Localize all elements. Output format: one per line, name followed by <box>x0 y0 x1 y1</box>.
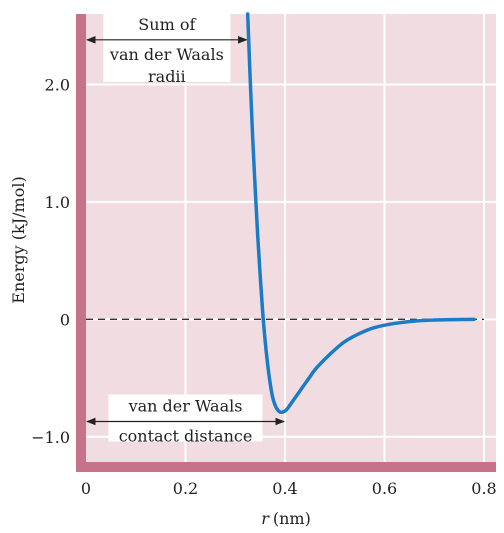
y-axis-band <box>76 14 86 472</box>
x-tick-label-3: 0.6 <box>372 479 397 498</box>
energy-curve-0 <box>245 12 476 415</box>
x-axis-label: r (nm) <box>261 509 311 528</box>
x-tick-label-2: 0.4 <box>272 479 297 498</box>
y-tick-label-1: 1.0 <box>45 193 70 212</box>
tick-labels: 0 0.2 0.4 0.6 0.8 2.0 1.0 0 −1.0 <box>31 75 497 498</box>
y-tick-label-0: 2.0 <box>45 75 70 94</box>
x-tick-label-1: 0.2 <box>173 479 198 498</box>
contact-distance-annotation: van der Waals contact distance <box>86 394 285 446</box>
sum-of-radii-label-line-2: radii <box>148 67 186 86</box>
series-group <box>245 12 476 415</box>
contact-distance-label-line-0: van der Waals <box>128 397 243 416</box>
y-tick-label-2: 0 <box>60 310 70 329</box>
y-axis-label: Energy (kJ/mol) <box>9 176 28 303</box>
sum-of-radii-label-box <box>103 12 231 82</box>
x-tick-label-4: 0.8 <box>471 479 496 498</box>
sum-of-radii-label-line-1: van der Waals <box>109 45 224 64</box>
x-axis-variable: r <box>261 509 270 528</box>
x-axis-band <box>76 462 496 472</box>
y-tick-label-3: −1.0 <box>31 428 70 447</box>
contact-distance-label-line-1: contact distance <box>119 427 253 446</box>
sum-of-radii-label-line-0: Sum of <box>138 15 196 34</box>
sum-of-radii-annotation: Sum of van der Waals radii <box>86 12 248 86</box>
annotations: Sum of van der Waals radii van der Waals con… <box>86 12 285 446</box>
x-axis-unit: (nm) <box>273 509 311 528</box>
x-tick-label-0: 0 <box>81 479 91 498</box>
